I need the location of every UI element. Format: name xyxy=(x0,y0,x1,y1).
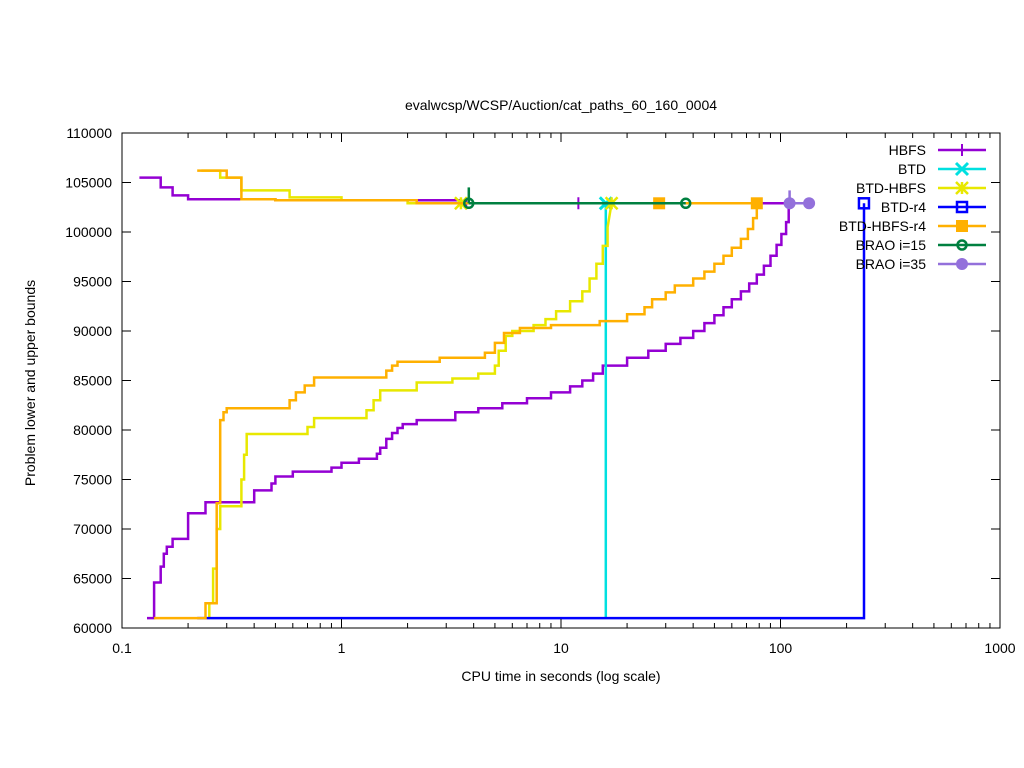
legend-label: BTD-HBFS-r4 xyxy=(839,218,926,234)
x-tick-label: 10 xyxy=(553,640,569,656)
series-brao-i-35 xyxy=(783,190,816,210)
legend-label: BRAO i=15 xyxy=(856,237,927,253)
series-brao-i-15 xyxy=(463,187,692,210)
legend-entry-brao-i-15: BRAO i=15 xyxy=(856,237,986,253)
y-tick-label: 70000 xyxy=(73,521,112,537)
series-btd-r4-lower-bound-line xyxy=(197,203,866,620)
series-btd-hbfs-r4-point xyxy=(750,197,763,210)
y-tick-label: 95000 xyxy=(73,274,112,290)
x-tick-label: 0.1 xyxy=(112,640,132,656)
legend-swatch-marker xyxy=(956,258,968,270)
y-tick-label: 90000 xyxy=(73,323,112,339)
y-tick-label: 75000 xyxy=(73,472,112,488)
y-tick-label: 85000 xyxy=(73,373,112,389)
legend-entry-btd: BTD xyxy=(898,161,986,177)
legend-entry-btd-hbfs: BTD-HBFS xyxy=(856,180,986,196)
plot-series xyxy=(139,169,871,620)
y-axis-label: Problem lower and upper bounds xyxy=(22,280,38,486)
legend-swatch-marker xyxy=(956,144,968,156)
series-btd-hbfs-lower-bound-line xyxy=(208,203,613,619)
x-axis-label: CPU time in seconds (log scale) xyxy=(461,668,660,684)
legend-swatch-marker xyxy=(956,239,968,251)
legend-swatch-marker xyxy=(955,181,969,195)
legend-label: BTD xyxy=(898,161,926,177)
y-tick-label: 60000 xyxy=(73,620,112,636)
series-btd-r4-point xyxy=(857,197,871,210)
series-btd-r4 xyxy=(197,197,871,620)
series-btd-hbfs-r4 xyxy=(154,169,763,620)
legend-entry-brao-i-35: BRAO i=35 xyxy=(856,256,986,272)
y-tick-label: 110000 xyxy=(66,125,112,141)
legend-entry-hbfs: HBFS xyxy=(889,142,986,158)
series-brao-i-15-point xyxy=(679,197,692,210)
y-tick-label: 65000 xyxy=(73,571,112,587)
legend-label: HBFS xyxy=(889,142,926,158)
axes: 0.1 1 10 100 1000 60000 65000 70000 75000 80000 85… xyxy=(65,125,1015,656)
series-hbfs xyxy=(139,176,796,620)
legend-label: BTD-r4 xyxy=(881,199,926,215)
legend-swatch-marker xyxy=(956,220,968,232)
y-tick-label: 105000 xyxy=(65,175,112,191)
series-brao-i-15-point xyxy=(463,197,475,210)
y-tick-label: 100000 xyxy=(65,224,112,240)
series-btd-hbfs xyxy=(201,169,619,619)
legend-swatch-marker xyxy=(954,161,970,177)
legend-swatch-marker xyxy=(955,200,969,214)
chart-title: evalwcsp/WCSP/Auction/cat_paths_60_160_0… xyxy=(405,97,717,113)
series-brao-i-35-point xyxy=(803,197,816,210)
legend-label: BRAO i=35 xyxy=(856,256,927,272)
x-tick-label: 100 xyxy=(769,640,793,656)
legend-entry-btd-hbfs-r4: BTD-HBFS-r4 xyxy=(839,218,986,234)
legend-label: BTD-HBFS xyxy=(856,180,926,196)
x-tick-label: 1 xyxy=(338,640,346,656)
legend-entry-btd-r4: BTD-r4 xyxy=(881,199,986,215)
series-btd-hbfs-r4-lower-bound-line xyxy=(154,203,759,620)
series-btd-hbfs-r4-upper-bound-line xyxy=(197,169,757,205)
legend: HBFS BTD BTD-HBFS BTD-r4 BTD-HBFS-r4 BRAO i=1… xyxy=(839,142,986,272)
series-brao-i-35-point xyxy=(783,197,796,210)
series-hbfs-lower-bound-line xyxy=(147,203,791,620)
y-tick-label: 80000 xyxy=(73,422,112,438)
x-tick-label: 1000 xyxy=(984,640,1015,656)
